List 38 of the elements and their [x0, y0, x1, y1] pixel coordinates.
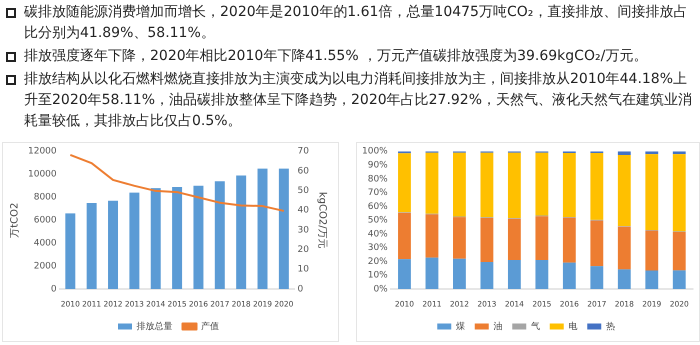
text: 排放结构从以化石燃料燃烧直接排放为主演变成为以电力消耗间接排放为主，间接排放从2010年44.18%上升至2020年58.11%，油品碳排放整体呈下降趋势，2020年占比27.92%，天然气、液化天然气在建筑业消耗量较低，其排放占比仅占0.5%。 — [24, 70, 694, 131]
y2-tick-label: 30 — [298, 225, 310, 236]
legend-label: 煤 — [456, 320, 465, 332]
text: 排放强度逐年下降，2020年相比2010年下降41.55% ，万元产值碳排放强度为39.69kgCO₂/万元。 — [24, 47, 648, 66]
y-tick-label: 30% — [368, 243, 388, 254]
y-tick-label: 10000 — [28, 170, 57, 180]
y-tick-label: 90% — [368, 160, 388, 171]
y-tick-label: 80% — [368, 174, 388, 184]
y-tick-label: 10% — [368, 270, 388, 281]
y-tick-label: 4000 — [34, 238, 57, 248]
y-tick-label: 0% — [373, 284, 388, 294]
y2-tick-label: 0 — [298, 284, 304, 294]
y2-tick-label: 50 — [298, 186, 310, 196]
y2-axis-title: kgCO2/万元 — [316, 192, 328, 249]
y2-tick-label: 70 — [298, 146, 310, 157]
legend-label: 油 — [493, 320, 502, 332]
y2-tick-label: 60 — [298, 166, 310, 176]
text: 碳排放随能源消费增加而增长，2020年是2010年的1.61倍，总量10475万吨CO₂，直接排放、间接排放占比分别为41.89%、58.11%。 — [24, 3, 688, 43]
y-tick-label: 2000 — [34, 261, 57, 272]
y2-tick-label: 10 — [298, 264, 310, 275]
legend-label: 电 — [568, 320, 578, 332]
y-tick-label: 40% — [368, 229, 388, 240]
y-tick-label: 20% — [368, 256, 388, 267]
legend-label: 产值 — [201, 320, 219, 332]
legend-label: 排放总量 — [136, 320, 172, 332]
y-tick-label: 100% — [362, 146, 388, 157]
legend-label: 气 — [530, 320, 540, 332]
y-tick-label: 50% — [368, 216, 388, 226]
legend-label: 热 — [606, 320, 615, 332]
y-tick-label: 12000 — [28, 146, 57, 157]
y-tick-label: 8000 — [34, 192, 57, 203]
y2-tick-label: 20 — [298, 245, 310, 256]
y-tick-label: 70% — [368, 188, 388, 198]
y-tick-label: 6000 — [34, 216, 57, 226]
y2-tick-label: 40 — [298, 206, 310, 216]
y-tick-label: 0 — [50, 284, 57, 294]
y-tick-label: 60% — [368, 202, 388, 212]
y-axis-title: 万tCO2 — [10, 202, 21, 238]
